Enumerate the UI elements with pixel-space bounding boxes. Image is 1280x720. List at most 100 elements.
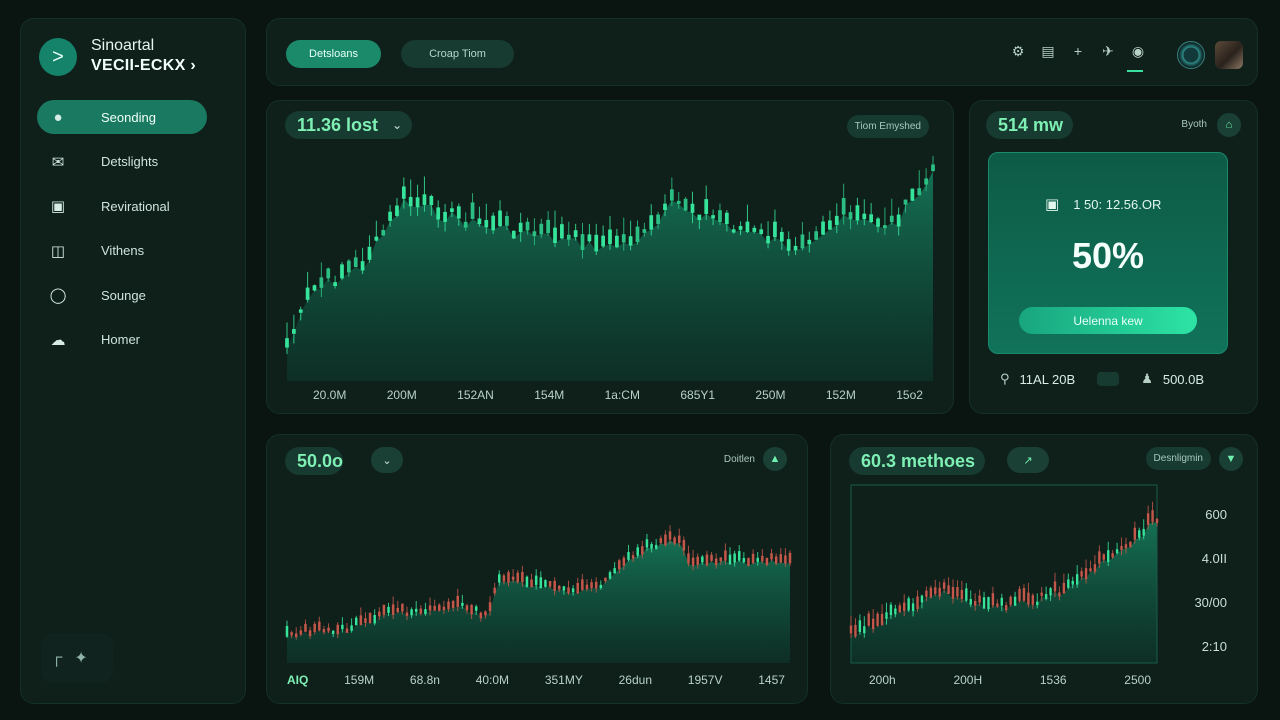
- candle: [507, 569, 510, 587]
- sidebar-item-detslights[interactable]: ✉ Detslights: [37, 145, 207, 179]
- candle: [319, 262, 324, 298]
- cta-button[interactable]: Uelenna kew: [1019, 307, 1197, 334]
- avatar[interactable]: [1177, 41, 1205, 69]
- summary-panel: 514 mw Byoth ⌂ ▣ 1 50: 12.56.OR 50% Uele…: [969, 100, 1258, 414]
- sidebar-item-label: Detslights: [101, 154, 159, 169]
- candle: [378, 607, 381, 620]
- candle: [511, 569, 515, 583]
- candle: [608, 216, 612, 250]
- candle: [903, 199, 908, 213]
- candle: [308, 626, 312, 639]
- main-chart-tag[interactable]: Tiom Emyshed: [846, 115, 929, 138]
- candle: [752, 225, 757, 234]
- candle: [408, 179, 413, 216]
- candle: [292, 314, 296, 344]
- sidebar-footer[interactable]: ┌ ✦: [41, 633, 113, 683]
- brand[interactable]: > Sinoartal VECII-ECKX ›: [39, 37, 196, 77]
- candle: [911, 598, 915, 617]
- candle: [443, 203, 447, 232]
- sidebar-item-label: Seonding: [101, 109, 156, 125]
- candle: [546, 210, 551, 236]
- candle: [1027, 582, 1030, 608]
- candle: [996, 599, 999, 608]
- chart-frame: [850, 484, 1158, 664]
- drop-icon[interactable]: ◉: [1131, 43, 1145, 59]
- y-tick-label: 30/00: [1194, 595, 1227, 610]
- candle: [710, 552, 713, 563]
- candle: [333, 275, 337, 289]
- sidebar-item-sounge[interactable]: ◯ Sounge: [37, 278, 207, 312]
- candle: [774, 553, 778, 566]
- candle: [929, 585, 933, 599]
- candle: [613, 562, 616, 574]
- candle: [876, 611, 879, 627]
- sidebar-item-seonding[interactable]: ● Seonding: [37, 100, 207, 134]
- divider: [1097, 372, 1120, 386]
- triangle-down-icon[interactable]: ▼: [1219, 447, 1243, 471]
- x-tick-label: 20.0M: [313, 388, 347, 402]
- bottom-right-tag[interactable]: Desnligmin: [1145, 447, 1211, 470]
- gear-icon[interactable]: ⚙: [1011, 43, 1025, 59]
- person-icon: ♟: [1141, 371, 1153, 386]
- candle: [581, 573, 584, 591]
- candle: [737, 545, 741, 562]
- x-tick-label: 152M: [825, 388, 856, 402]
- candle: [484, 610, 487, 619]
- candle: [401, 177, 406, 209]
- plane-icon[interactable]: ✈: [1102, 43, 1114, 59]
- candle: [724, 543, 727, 565]
- candle: [863, 616, 866, 638]
- home-icon[interactable]: ⌂: [1217, 113, 1241, 137]
- candle: [691, 549, 695, 571]
- sidebar-item-vithens[interactable]: ◫ Vithens: [37, 234, 207, 268]
- candle: [622, 555, 626, 571]
- sidebar-item-homer[interactable]: ☁ Homer: [37, 323, 207, 357]
- avatar[interactable]: [1215, 41, 1243, 69]
- summary-stats: ⚲ 11AL 20B ♟ 500.0B: [1000, 371, 1230, 387]
- candle: [1040, 587, 1043, 602]
- chevron-down-icon[interactable]: ⌄: [371, 447, 403, 473]
- detsloans-button[interactable]: Detsloans: [286, 40, 381, 68]
- candle: [867, 610, 870, 627]
- bottom-left-value[interactable]: 50.0o: [285, 447, 344, 475]
- candle: [1067, 573, 1070, 590]
- summary-value[interactable]: 514 mw: [986, 111, 1074, 139]
- candle: [505, 211, 509, 231]
- x-tick-label: 152AN: [457, 388, 494, 402]
- bottom-right-value[interactable]: 60.3 methoes: [849, 447, 986, 475]
- candle: [711, 209, 715, 226]
- candle: [516, 570, 519, 584]
- candle: [604, 577, 607, 584]
- calendar-icon[interactable]: ▤: [1041, 43, 1055, 59]
- main-chart-value[interactable]: 11.36 lost ⌄: [285, 111, 413, 139]
- croap-tiom-button[interactable]: Croap Tiom: [401, 40, 514, 68]
- y-tick-label: 600: [1205, 507, 1227, 522]
- x-tick-label: 2500: [1124, 673, 1151, 687]
- candle: [364, 612, 367, 627]
- candle: [650, 541, 653, 553]
- candle: [738, 221, 743, 236]
- candle: [682, 536, 686, 556]
- candle: [436, 200, 441, 228]
- top-bar: Detsloans Croap Tiom ⚙ ▤ + ✈ ◉: [266, 18, 1258, 86]
- candle: [858, 614, 862, 635]
- candle: [645, 533, 649, 551]
- candle: [608, 570, 612, 580]
- candle: [373, 609, 376, 626]
- candle: [318, 616, 321, 632]
- sidebar-item-revirational[interactable]: ▣ Revirational: [37, 189, 207, 223]
- candle: [779, 548, 783, 564]
- candle: [594, 223, 599, 255]
- triangle-up-icon[interactable]: ▲: [763, 447, 787, 471]
- plus-icon[interactable]: +: [1073, 43, 1083, 59]
- candle: [463, 212, 468, 232]
- candle: [553, 210, 557, 248]
- main-chart-panel: 11.36 lost ⌄ Tiom Emyshed 20.0M 200M 152A…: [266, 100, 954, 414]
- candle: [474, 604, 478, 615]
- candle: [1098, 545, 1101, 569]
- candle: [742, 552, 746, 564]
- candle: [451, 600, 455, 612]
- candle: [978, 589, 981, 607]
- candle: [422, 176, 427, 212]
- trend-up-icon[interactable]: ↗: [1007, 447, 1049, 473]
